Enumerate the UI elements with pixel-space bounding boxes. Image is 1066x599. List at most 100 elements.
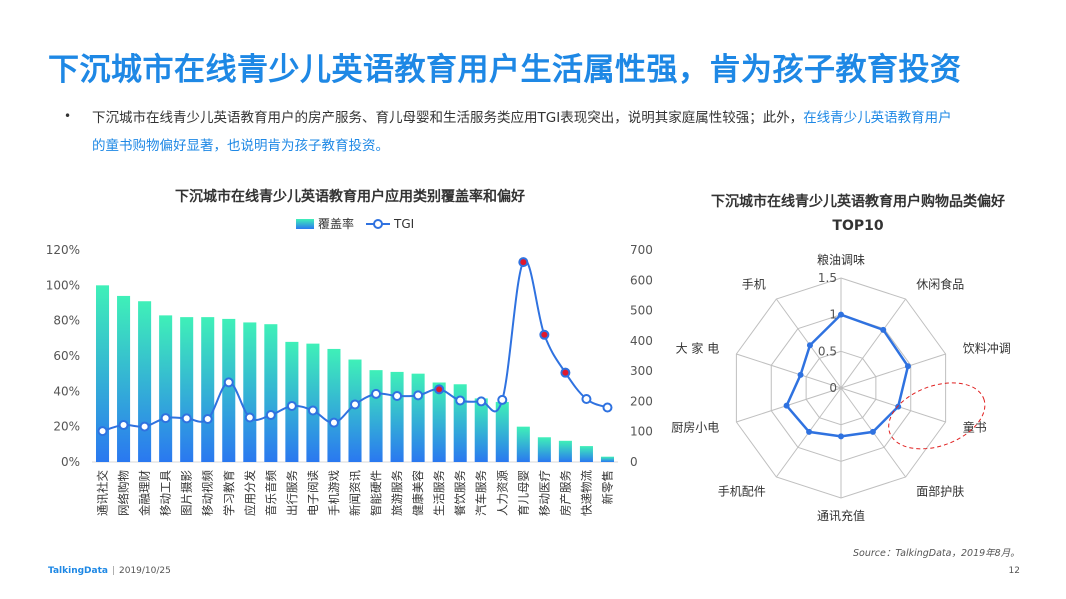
- x-category-label: 健康美容: [411, 470, 425, 516]
- radar-series-polygon: [785, 313, 910, 438]
- x-category-label: 移动医疗: [537, 470, 551, 516]
- right-tick-label: 400: [630, 334, 653, 348]
- tgi-point: [413, 390, 424, 401]
- legend-coverage-label: 覆盖率: [318, 216, 354, 231]
- tgi-point: [392, 390, 403, 401]
- radar-tick-label: 1.5: [818, 271, 837, 285]
- tgi-highlight-point: [539, 329, 550, 340]
- tgi-point: [244, 412, 255, 423]
- x-category-label: 汽车服务: [474, 470, 488, 516]
- x-category-label: 移动视频: [201, 470, 215, 516]
- bullet-text: 下沉城市在线青少儿英语教育用户的房产服务、育儿母婴和生活服务类应用TGI表现突出…: [92, 110, 804, 126]
- x-category-label: 育儿母婴: [516, 470, 530, 516]
- radar-spoke: [840, 298, 907, 389]
- radar-title-line1: 下沉城市在线青少儿英语教育用户购物品类偏好: [711, 194, 1005, 210]
- coverage-bar: [390, 371, 404, 462]
- tgi-point: [97, 426, 108, 437]
- coverage-bar: [327, 348, 341, 462]
- left-tick-label: 0%: [61, 455, 80, 469]
- left-tick-label: 60%: [53, 349, 80, 363]
- left-tick-label: 100%: [46, 278, 80, 292]
- coverage-bar: [411, 373, 425, 462]
- bullet-paragraph: 下沉城市在线青少儿英语教育用户的房产服务、育儿母婴和生活服务类应用TGI表现突出…: [92, 104, 962, 160]
- coverage-bar: [516, 426, 530, 462]
- right-tick-label: 700: [630, 243, 653, 257]
- x-category-label: 房产服务: [558, 470, 572, 516]
- coverage-bar: [495, 401, 509, 462]
- right-tick-label: 100: [630, 425, 653, 439]
- x-category-label: 人力资源: [495, 470, 509, 516]
- tgi-highlight-point: [560, 367, 571, 378]
- right-tick-label: 200: [630, 394, 653, 408]
- radar-point: [838, 433, 844, 440]
- radar-point: [797, 371, 804, 378]
- left-tick-label: 20%: [53, 420, 80, 434]
- x-category-label: 快递物流: [579, 470, 593, 516]
- radar-axis-label: 通讯充值: [817, 508, 865, 523]
- radar-axis-label: 手机: [742, 277, 766, 291]
- radar-grid: [735, 277, 947, 499]
- radar-chart-title: 下沉城市在线青少儿英语教育用户购物品类偏好 TOP10: [680, 190, 1036, 238]
- radar-axis-label: 厨房小电: [671, 420, 719, 435]
- left-tick-label: 80%: [53, 314, 80, 328]
- tongshu-highlight-circle: [888, 382, 986, 450]
- right-tick-label: 300: [630, 364, 653, 378]
- coverage-bar: [201, 317, 215, 462]
- coverage-bar: [579, 446, 593, 462]
- bar-chart-title: 下沉城市在线青少儿英语教育用户应用类别覆盖率和偏好: [175, 189, 525, 205]
- x-category-label: 金融理财: [138, 470, 152, 516]
- radar-point: [880, 326, 887, 333]
- tgi-point: [202, 413, 213, 424]
- radar-axis-label: 休闲食品: [916, 276, 964, 291]
- radar-point: [783, 402, 790, 409]
- coverage-bar: [474, 398, 488, 462]
- coverage-bar: [369, 370, 383, 462]
- tgi-point: [476, 396, 487, 407]
- coverage-bar: [243, 322, 257, 462]
- left-tick-label: 40%: [53, 384, 80, 398]
- coverage-bar: [264, 324, 278, 462]
- tgi-point: [371, 388, 382, 399]
- bar-chart-legend: 覆盖率 TGI: [296, 216, 414, 231]
- tgi-point: [350, 399, 360, 410]
- radar-tick-label: 1: [829, 308, 837, 322]
- radar-chart: 00.511.5 粮油调味休闲食品饮料冲调童书面部护肤通讯充值手机配件厨房小电大…: [671, 252, 1011, 523]
- x-category-label: 新闻资讯: [348, 470, 362, 516]
- legend-tgi-marker: [373, 219, 383, 229]
- tgi-point: [118, 420, 129, 431]
- radar-axis-label: 粮油调味: [817, 252, 865, 267]
- x-category-label: 餐饮服务: [453, 470, 467, 516]
- tgi-point: [139, 421, 150, 432]
- radar-title-line2: TOP10: [832, 218, 884, 234]
- source-note: Source：TalkingData，2019年8月。: [853, 548, 1020, 559]
- radar-point: [838, 311, 844, 318]
- radar-tick-labels: 0 0.5 1 1.5: [818, 271, 837, 395]
- radar-spoke: [840, 353, 946, 389]
- x-category-label: 移动工具: [159, 470, 173, 516]
- slide-title: 下沉城市在线青少儿英语教育用户生活属性强，肯为孩子教育投资: [48, 52, 962, 88]
- coverage-bar: [348, 359, 362, 462]
- coverage-bar: [432, 382, 446, 462]
- tgi-point: [497, 394, 508, 405]
- radar-spoke: [736, 353, 842, 389]
- tgi-point: [581, 394, 592, 405]
- radar-tick-label: 0: [829, 381, 837, 395]
- x-category-label: 学习教育: [222, 470, 236, 516]
- radar-series: [783, 311, 911, 440]
- radar-axis-label: 手机配件: [718, 485, 766, 499]
- x-category-label: 旅游服务: [390, 470, 404, 516]
- coverage-bar: [180, 317, 194, 462]
- coverage-bar: [558, 440, 572, 462]
- tgi-highlight-point: [434, 384, 445, 395]
- tgi-point: [602, 402, 613, 413]
- x-category-label: 网络购物: [117, 470, 131, 516]
- coverage-bar: [159, 315, 173, 462]
- radar-point: [806, 342, 813, 349]
- footer-separator: |: [112, 566, 116, 576]
- x-category-label: 电子阅读: [306, 470, 320, 516]
- coverage-bar: [138, 301, 152, 462]
- coverage-bar: [306, 343, 320, 462]
- x-category-label: 应用分发: [243, 470, 257, 516]
- bar-line-chart: 覆盖率 TGI 0% 20% 40% 60% 80% 100% 120% 0 100 200 300…: [46, 216, 653, 516]
